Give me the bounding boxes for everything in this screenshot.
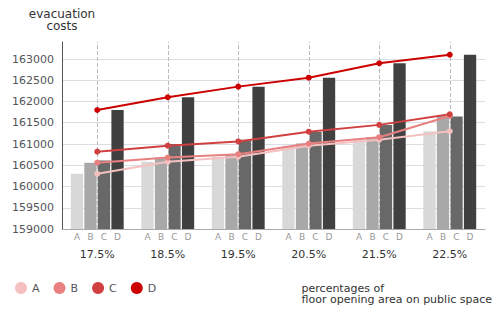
svg-text:C: C: [101, 232, 107, 242]
svg-text:A: A: [356, 232, 363, 242]
svg-text:C: C: [312, 232, 318, 242]
svg-text:costs: costs: [46, 19, 77, 33]
svg-text:161000: 161000: [12, 138, 54, 151]
svg-text:D: D: [114, 232, 121, 242]
svg-text:C: C: [453, 232, 459, 242]
svg-text:21.5%: 21.5%: [362, 248, 397, 261]
svg-text:D: D: [326, 232, 333, 242]
svg-text:160500: 160500: [12, 159, 54, 172]
svg-text:D: D: [396, 232, 403, 242]
svg-text:159500: 159500: [12, 201, 54, 214]
svg-text:159000: 159000: [12, 223, 54, 236]
svg-text:D: D: [255, 232, 262, 242]
svg-text:C: C: [383, 232, 389, 242]
svg-text:161500: 161500: [12, 116, 54, 129]
svg-text:A: A: [32, 282, 40, 295]
svg-text:D: D: [148, 282, 156, 295]
svg-text:D: D: [467, 232, 474, 242]
svg-text:B: B: [369, 232, 375, 242]
svg-text:B: B: [440, 232, 446, 242]
svg-text:20.5%: 20.5%: [291, 248, 326, 261]
svg-text:22.5%: 22.5%: [432, 248, 467, 261]
svg-text:17.5%: 17.5%: [80, 248, 115, 261]
svg-text:C: C: [242, 232, 248, 242]
svg-text:D: D: [185, 232, 192, 242]
svg-text:B: B: [299, 232, 305, 242]
svg-text:B: B: [228, 232, 234, 242]
svg-text:163000: 163000: [12, 53, 54, 66]
svg-text:floor opening area on public s: floor opening area on public space: [302, 293, 493, 306]
svg-text:B: B: [158, 232, 164, 242]
svg-text:A: A: [144, 232, 151, 242]
svg-text:evacuation: evacuation: [28, 7, 96, 21]
svg-text:C: C: [171, 232, 177, 242]
svg-text:160000: 160000: [12, 180, 54, 193]
svg-text:A: A: [285, 232, 292, 242]
svg-text:B: B: [87, 232, 93, 242]
svg-text:18.5%: 18.5%: [150, 248, 185, 261]
svg-text:B: B: [71, 282, 79, 295]
svg-text:162000: 162000: [12, 95, 54, 108]
svg-text:C: C: [109, 282, 117, 295]
svg-text:A: A: [74, 232, 81, 242]
svg-text:A: A: [426, 232, 433, 242]
svg-text:percentages of: percentages of: [301, 282, 384, 295]
svg-text:A: A: [215, 232, 222, 242]
svg-text:162500: 162500: [12, 74, 54, 87]
svg-text:19.5%: 19.5%: [221, 248, 256, 261]
